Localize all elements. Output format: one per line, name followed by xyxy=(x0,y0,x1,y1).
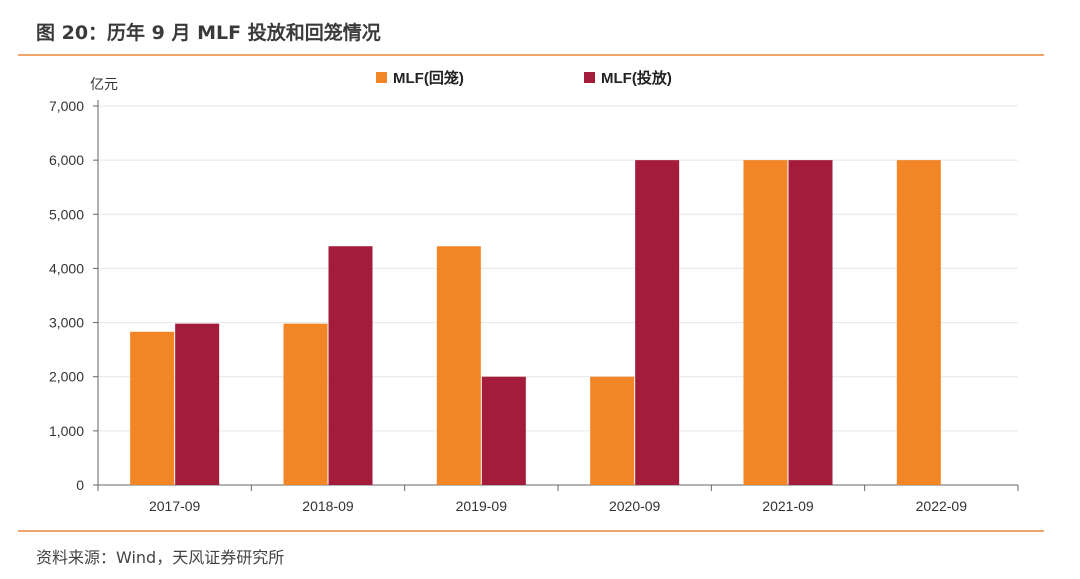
bar-injection xyxy=(788,160,833,485)
bar-injection xyxy=(175,323,220,485)
legend-swatch xyxy=(376,72,387,83)
y-tick-label: 4,000 xyxy=(49,260,84,276)
bar-return xyxy=(436,246,481,485)
bar-return xyxy=(896,160,941,485)
y-axis-unit: 亿元 xyxy=(90,76,118,92)
y-tick-label: 7,000 xyxy=(49,98,84,114)
figure-title: 图 20：历年 9 月 MLF 投放和回笼情况 xyxy=(36,22,381,44)
x-tick-label: 2018-09 xyxy=(302,498,354,514)
source-divider xyxy=(18,530,1044,532)
x-tick-label: 2020-09 xyxy=(609,498,661,514)
bar-injection xyxy=(481,376,526,485)
bar-return xyxy=(283,323,328,485)
x-tick-label: 2022-09 xyxy=(916,498,968,514)
legend-label: MLF(投放) xyxy=(601,69,672,87)
legend-label: MLF(回笼) xyxy=(393,69,464,87)
y-tick-label: 2,000 xyxy=(49,369,84,385)
x-tick-label: 2021-09 xyxy=(762,498,814,514)
y-tick-label: 5,000 xyxy=(49,206,84,222)
bar-injection xyxy=(328,246,373,485)
bar-injection xyxy=(635,160,680,485)
source-note: 资料来源：Wind，天风证券研究所 xyxy=(36,548,285,567)
x-tick-label: 2017-09 xyxy=(149,498,201,514)
y-tick-label: 6,000 xyxy=(49,152,84,168)
legend-swatch xyxy=(584,72,595,83)
y-tick-label: 1,000 xyxy=(49,423,84,439)
y-tick-label: 3,000 xyxy=(49,315,84,331)
bar-return xyxy=(590,376,635,485)
x-tick-label: 2019-09 xyxy=(456,498,508,514)
y-tick-label: 0 xyxy=(76,477,84,493)
bar-return xyxy=(743,160,788,485)
title-divider xyxy=(18,54,1044,56)
bar-return xyxy=(130,331,175,485)
